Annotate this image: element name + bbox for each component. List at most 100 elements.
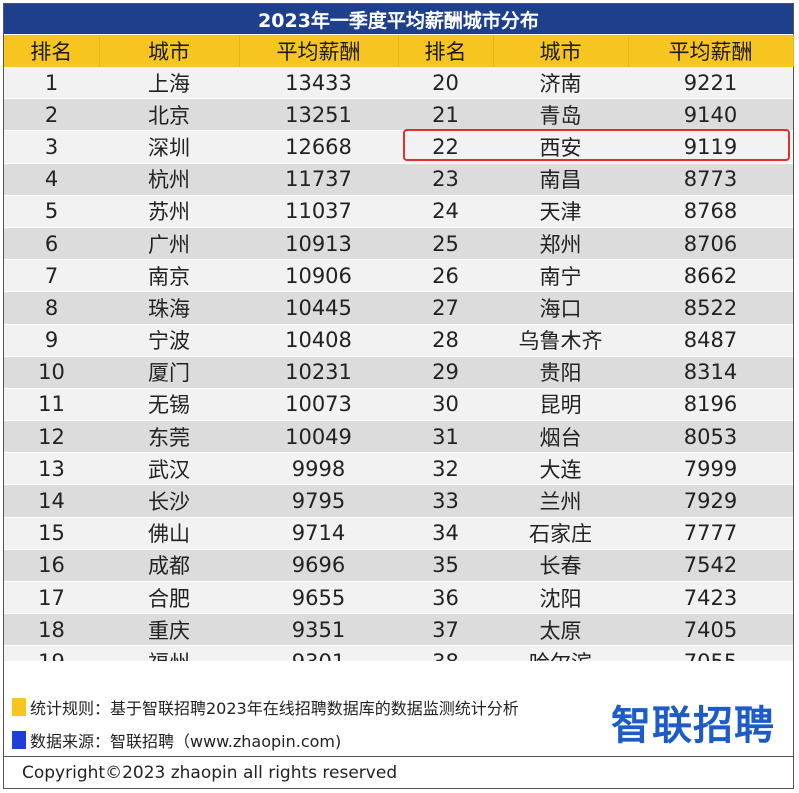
- city-cell: 石家庄: [493, 517, 628, 550]
- rank-cell: 12: [4, 420, 99, 454]
- salary-cell: 10906: [239, 259, 398, 293]
- city-cell: 东莞: [99, 420, 239, 454]
- copyright-notice: Copyright©2023 zhaopin all rights reserv…: [4, 756, 793, 788]
- table-row: 11 无锡 10073 30 昆明 8196: [4, 388, 793, 422]
- table-row: 4 杭州 11737 23 南昌 8773: [4, 163, 793, 196]
- city-cell: 乌鲁木齐: [493, 324, 628, 357]
- salary-cell: 8053: [628, 420, 793, 454]
- salary-cell: 13433: [239, 67, 398, 100]
- city-cell: 青岛: [493, 98, 628, 132]
- table-row: 3 深圳 12668 22 西安 9119: [4, 130, 793, 164]
- salary-cell: 9119: [628, 130, 793, 164]
- rank-cell: 16: [4, 549, 99, 583]
- salary-cell: 10231: [239, 356, 398, 389]
- blue-square-icon: [12, 731, 26, 749]
- table-body: 1 上海 13433 20 济南 9221 2 北京 13251 21 青岛 9140 3 深圳 12668…: [4, 67, 793, 679]
- rank-cell: 26: [398, 259, 493, 293]
- salary-cell: 7929: [628, 484, 793, 518]
- salary-cell: 8196: [628, 388, 793, 422]
- city-cell: 长春: [493, 549, 628, 583]
- table-row: 15 佛山 9714 34 石家庄 7777: [4, 517, 793, 550]
- city-cell: 珠海: [99, 291, 239, 325]
- rank-cell: 29: [398, 356, 493, 389]
- city-cell: 南昌: [493, 163, 628, 196]
- salary-cell: 9221: [628, 67, 793, 100]
- table-row: 1 上海 13433 20 济南 9221: [4, 67, 793, 100]
- table-row: 10 厦门 10231 29 贵阳 8314: [4, 356, 793, 389]
- salary-cell: 13251: [239, 98, 398, 132]
- city-cell: 太原: [493, 613, 628, 647]
- rank-cell: 28: [398, 324, 493, 357]
- rank-cell: 31: [398, 420, 493, 454]
- city-cell: 上海: [99, 67, 239, 100]
- header-salary-left: 平均薪酬: [239, 35, 399, 67]
- city-cell: 大连: [493, 452, 628, 486]
- rank-cell: 22: [398, 130, 493, 164]
- salary-cell: 10073: [239, 388, 398, 422]
- rank-cell: 20: [398, 67, 493, 100]
- salary-cell: 9351: [239, 613, 398, 647]
- city-cell: 沈阳: [493, 581, 628, 615]
- rank-cell: 24: [398, 195, 493, 228]
- city-cell: 武汉: [99, 452, 239, 486]
- rank-cell: 8: [4, 291, 99, 325]
- rank-cell: 7: [4, 259, 99, 293]
- salary-cell: 9714: [239, 517, 398, 550]
- salary-cell: 9140: [628, 98, 793, 132]
- rank-cell: 3: [4, 130, 99, 164]
- rank-cell: 6: [4, 227, 99, 261]
- salary-cell: 7405: [628, 613, 793, 647]
- rank-cell: 25: [398, 227, 493, 261]
- table-row: 8 珠海 10445 27 海口 8522: [4, 291, 793, 325]
- salary-cell: 9795: [239, 484, 398, 518]
- rank-cell: 10: [4, 356, 99, 389]
- table-row: 16 成都 9696 35 长春 7542: [4, 549, 793, 583]
- city-cell: 昆明: [493, 388, 628, 422]
- salary-cell: 8314: [628, 356, 793, 389]
- table-row: 18 重庆 9351 37 太原 7405: [4, 613, 793, 647]
- zhaopin-logo: 智联招聘: [611, 703, 775, 749]
- salary-cell: 9655: [239, 581, 398, 615]
- table-row: 2 北京 13251 21 青岛 9140: [4, 98, 793, 132]
- city-cell: 重庆: [99, 613, 239, 647]
- rank-cell: 15: [4, 517, 99, 550]
- city-cell: 济南: [493, 67, 628, 100]
- city-cell: 深圳: [99, 130, 239, 164]
- salary-cell: 10408: [239, 324, 398, 357]
- city-cell: 广州: [99, 227, 239, 261]
- rank-cell: 32: [398, 452, 493, 486]
- table-row: 6 广州 10913 25 郑州 8706: [4, 227, 793, 261]
- city-cell: 南京: [99, 259, 239, 293]
- city-cell: 海口: [493, 291, 628, 325]
- rank-cell: 27: [398, 291, 493, 325]
- city-cell: 合肥: [99, 581, 239, 615]
- rank-cell: 13: [4, 452, 99, 486]
- rank-cell: 18: [4, 613, 99, 647]
- salary-cell: 9998: [239, 452, 398, 486]
- city-cell: 贵阳: [493, 356, 628, 389]
- rank-cell: 9: [4, 324, 99, 357]
- rank-cell: 5: [4, 195, 99, 228]
- salary-cell: 9696: [239, 549, 398, 583]
- rank-cell: 21: [398, 98, 493, 132]
- city-cell: 苏州: [99, 195, 239, 228]
- salary-cell: 7777: [628, 517, 793, 550]
- salary-cell: 10913: [239, 227, 398, 261]
- header-rank-right: 排名: [398, 35, 494, 67]
- city-cell: 西安: [493, 130, 628, 164]
- rank-cell: 17: [4, 581, 99, 615]
- rank-cell: 36: [398, 581, 493, 615]
- city-cell: 长沙: [99, 484, 239, 518]
- salary-cell: 10049: [239, 420, 398, 454]
- header-city-left: 城市: [99, 35, 240, 67]
- rank-cell: 11: [4, 388, 99, 422]
- salary-table: 排名 城市 平均薪酬 排名 城市 平均薪酬 1 上海 13433 20 济南 9221 2 北…: [4, 35, 794, 679]
- city-cell: 无锡: [99, 388, 239, 422]
- salary-cell: 7423: [628, 581, 793, 615]
- footer: 统计规则：基于智联招聘2023年在线招聘数据库的数据监测统计分析 数据来源：智联…: [4, 661, 793, 756]
- note-data-source: 数据来源：智联招聘（www.zhaopin.com): [12, 728, 341, 752]
- table-row: 17 合肥 9655 36 沈阳 7423: [4, 581, 793, 615]
- city-cell: 郑州: [493, 227, 628, 261]
- rank-cell: 37: [398, 613, 493, 647]
- yellow-square-icon: [12, 698, 26, 716]
